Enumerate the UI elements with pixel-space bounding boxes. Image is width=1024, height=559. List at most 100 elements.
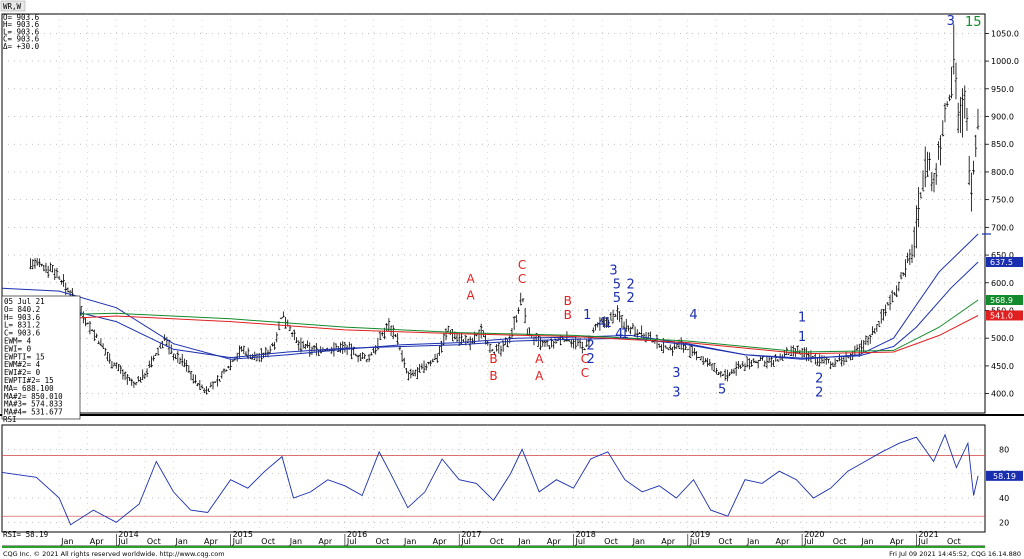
data-box-line: 05 Jul 21 (4, 297, 45, 306)
rsi-panel-frame (1, 424, 986, 533)
wave-count-label: 2 (627, 277, 635, 292)
month-tick-label: Oct (261, 537, 275, 546)
wave-count-label: B (489, 352, 497, 366)
month-tick-label: Jul (232, 537, 243, 546)
moving-average-line-1 (1, 233, 979, 360)
month-tick-label: Oct (718, 537, 732, 546)
moving-average-line-4 (1, 315, 979, 355)
month-tick-label: Oct (375, 537, 389, 546)
year-label: 2014 (118, 530, 138, 539)
price-tick-label: 650.0 (991, 251, 1014, 260)
price-tick-label: 1000.0 (991, 57, 1019, 66)
year-label: 2015 (233, 530, 253, 539)
data-box-line: EWI= 0 (4, 344, 32, 353)
quote-line: L= 903.6 (3, 27, 40, 36)
wave-count-label: C (518, 258, 526, 272)
price-label-box-1 (986, 256, 1023, 267)
price-tick-label: 600.0 (991, 279, 1014, 288)
month-tick-label: Apr (433, 537, 448, 546)
quote-line: O= 903.6 (3, 13, 40, 22)
month-tick-label: Apr (547, 537, 562, 546)
month-tick-label: Jul (460, 537, 471, 546)
moving-average-line-2 (1, 261, 979, 359)
wave-count-label: 3 (947, 14, 955, 29)
wave-count-label: A (535, 369, 544, 383)
rsi-line (1, 433, 979, 526)
year-label: 2021 (918, 530, 938, 539)
quote-line: C= 903.6 (3, 35, 40, 44)
rsi-label-box (986, 470, 1023, 481)
wave-count-label: 4 (598, 316, 606, 331)
price-tick-label: 800.0 (991, 168, 1014, 177)
moving-average-line-3 (1, 299, 979, 353)
month-tick-label: Jul (117, 537, 128, 546)
wave-count-label: 3 (672, 385, 680, 400)
top-right-count-label: 15 (965, 15, 982, 30)
price-label-text-2: 568.9 (990, 296, 1013, 305)
wave-count-label: 4 (615, 327, 623, 342)
year-label: 2016 (347, 530, 367, 539)
wave-count-label: C (581, 352, 589, 366)
data-box-frame (1, 295, 81, 420)
month-tick-label: Apr (204, 537, 219, 546)
wave-count-label: C (518, 272, 526, 286)
data-box-line: MA= 688.100 (4, 384, 54, 393)
wave-count-label: A (467, 288, 476, 302)
price-tick-label: 1050.0 (991, 29, 1019, 38)
year-label: 2017 (461, 530, 481, 539)
price-tick-label: 700.0 (991, 223, 1014, 232)
data-box-line: MA#2= 850.010 (4, 392, 63, 401)
data-box-line: MA#3= 574.833 (4, 400, 63, 409)
wave-count-label: 5 (718, 383, 726, 398)
data-box-line: EWPTI#2= 15 (4, 376, 54, 385)
data-box-line: O= 840.2 (4, 305, 40, 314)
price-label-text-3: 541.0 (990, 311, 1013, 320)
data-box-line: EWI#2= 0 (4, 368, 41, 377)
wave-count-label: 5 (613, 291, 621, 306)
year-label: 2018 (576, 530, 596, 539)
wave-count-label: 2 (627, 291, 635, 306)
price-panel-frame (1, 13, 986, 414)
month-tick-label: Jul (575, 537, 586, 546)
wave-count-label: 1 (604, 316, 612, 331)
data-box-line: H= 903.6 (4, 313, 41, 322)
wave-count-label: 1 (798, 330, 806, 345)
month-tick-label: Jul (803, 537, 814, 546)
quote-line: Δ= +30.0 (3, 42, 40, 51)
month-tick-label: Jan (860, 537, 873, 546)
rsi-tick-label: 40 (999, 494, 1009, 503)
month-tick-label: Oct (490, 537, 504, 546)
rsi-label-text: 58.19 (993, 472, 1016, 481)
data-box-line: EWPTI= 15 (4, 352, 45, 361)
month-tick-label: Oct (147, 537, 161, 546)
rsi-title: RSI (3, 415, 17, 424)
wave-count-label: 2 (587, 352, 595, 367)
price-tick-label: 500.0 (991, 334, 1014, 343)
time-axis-bar (2, 546, 985, 548)
data-box-line: EWM#2= 4 (4, 360, 41, 369)
month-tick-label: Apr (661, 537, 676, 546)
price-label-box-2 (986, 295, 1023, 306)
month-tick-label: Jan (289, 537, 302, 546)
price-label-box-3 (986, 310, 1023, 321)
quote-line: H= 903.6 (3, 20, 40, 29)
month-tick-label: Apr (776, 537, 791, 546)
month-tick-label: Jul (689, 537, 700, 546)
wave-count-label: 3 (609, 263, 617, 278)
wave-count-label: C (581, 366, 589, 380)
year-label: 2019 (690, 530, 710, 539)
month-tick-label: Jul (346, 537, 357, 546)
wave-count-label: A (467, 272, 476, 286)
window-tab-label: WR,W (3, 2, 22, 11)
month-tick-label: Oct (604, 537, 618, 546)
wave-count-label: 2 (815, 385, 823, 400)
price-tick-label: 400.0 (991, 390, 1014, 399)
wave-count-label: 1 (621, 327, 629, 342)
month-tick-label: Jan (517, 537, 530, 546)
rsi-readout: RSI= 58.19 (3, 530, 48, 539)
wave-count-label: 3 (672, 366, 680, 381)
month-tick-label: Jan (403, 537, 416, 546)
